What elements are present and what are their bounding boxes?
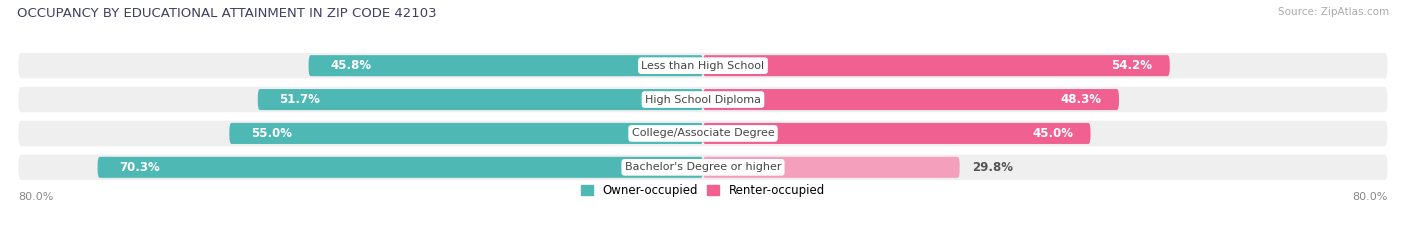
Text: 45.8%: 45.8%: [330, 59, 371, 72]
FancyBboxPatch shape: [18, 87, 1388, 112]
Text: 80.0%: 80.0%: [18, 192, 53, 202]
FancyBboxPatch shape: [97, 157, 703, 178]
FancyBboxPatch shape: [257, 89, 703, 110]
Text: 51.7%: 51.7%: [280, 93, 321, 106]
FancyBboxPatch shape: [703, 123, 1091, 144]
FancyBboxPatch shape: [18, 155, 1388, 180]
Text: Less than High School: Less than High School: [641, 61, 765, 71]
Text: 70.3%: 70.3%: [120, 161, 160, 174]
FancyBboxPatch shape: [703, 55, 1170, 76]
FancyBboxPatch shape: [229, 123, 703, 144]
FancyBboxPatch shape: [308, 55, 703, 76]
Text: 54.2%: 54.2%: [1112, 59, 1153, 72]
FancyBboxPatch shape: [18, 53, 1388, 78]
FancyBboxPatch shape: [703, 157, 960, 178]
Text: OCCUPANCY BY EDUCATIONAL ATTAINMENT IN ZIP CODE 42103: OCCUPANCY BY EDUCATIONAL ATTAINMENT IN Z…: [17, 7, 436, 20]
Text: Source: ZipAtlas.com: Source: ZipAtlas.com: [1278, 7, 1389, 17]
FancyBboxPatch shape: [18, 121, 1388, 146]
Legend: Owner-occupied, Renter-occupied: Owner-occupied, Renter-occupied: [581, 184, 825, 197]
FancyBboxPatch shape: [703, 89, 1119, 110]
Text: Bachelor's Degree or higher: Bachelor's Degree or higher: [624, 162, 782, 172]
Text: High School Diploma: High School Diploma: [645, 95, 761, 105]
Text: 29.8%: 29.8%: [973, 161, 1014, 174]
Text: 55.0%: 55.0%: [250, 127, 292, 140]
Text: 45.0%: 45.0%: [1032, 127, 1073, 140]
Text: College/Associate Degree: College/Associate Degree: [631, 128, 775, 138]
Text: 48.3%: 48.3%: [1060, 93, 1102, 106]
Text: 80.0%: 80.0%: [1353, 192, 1388, 202]
